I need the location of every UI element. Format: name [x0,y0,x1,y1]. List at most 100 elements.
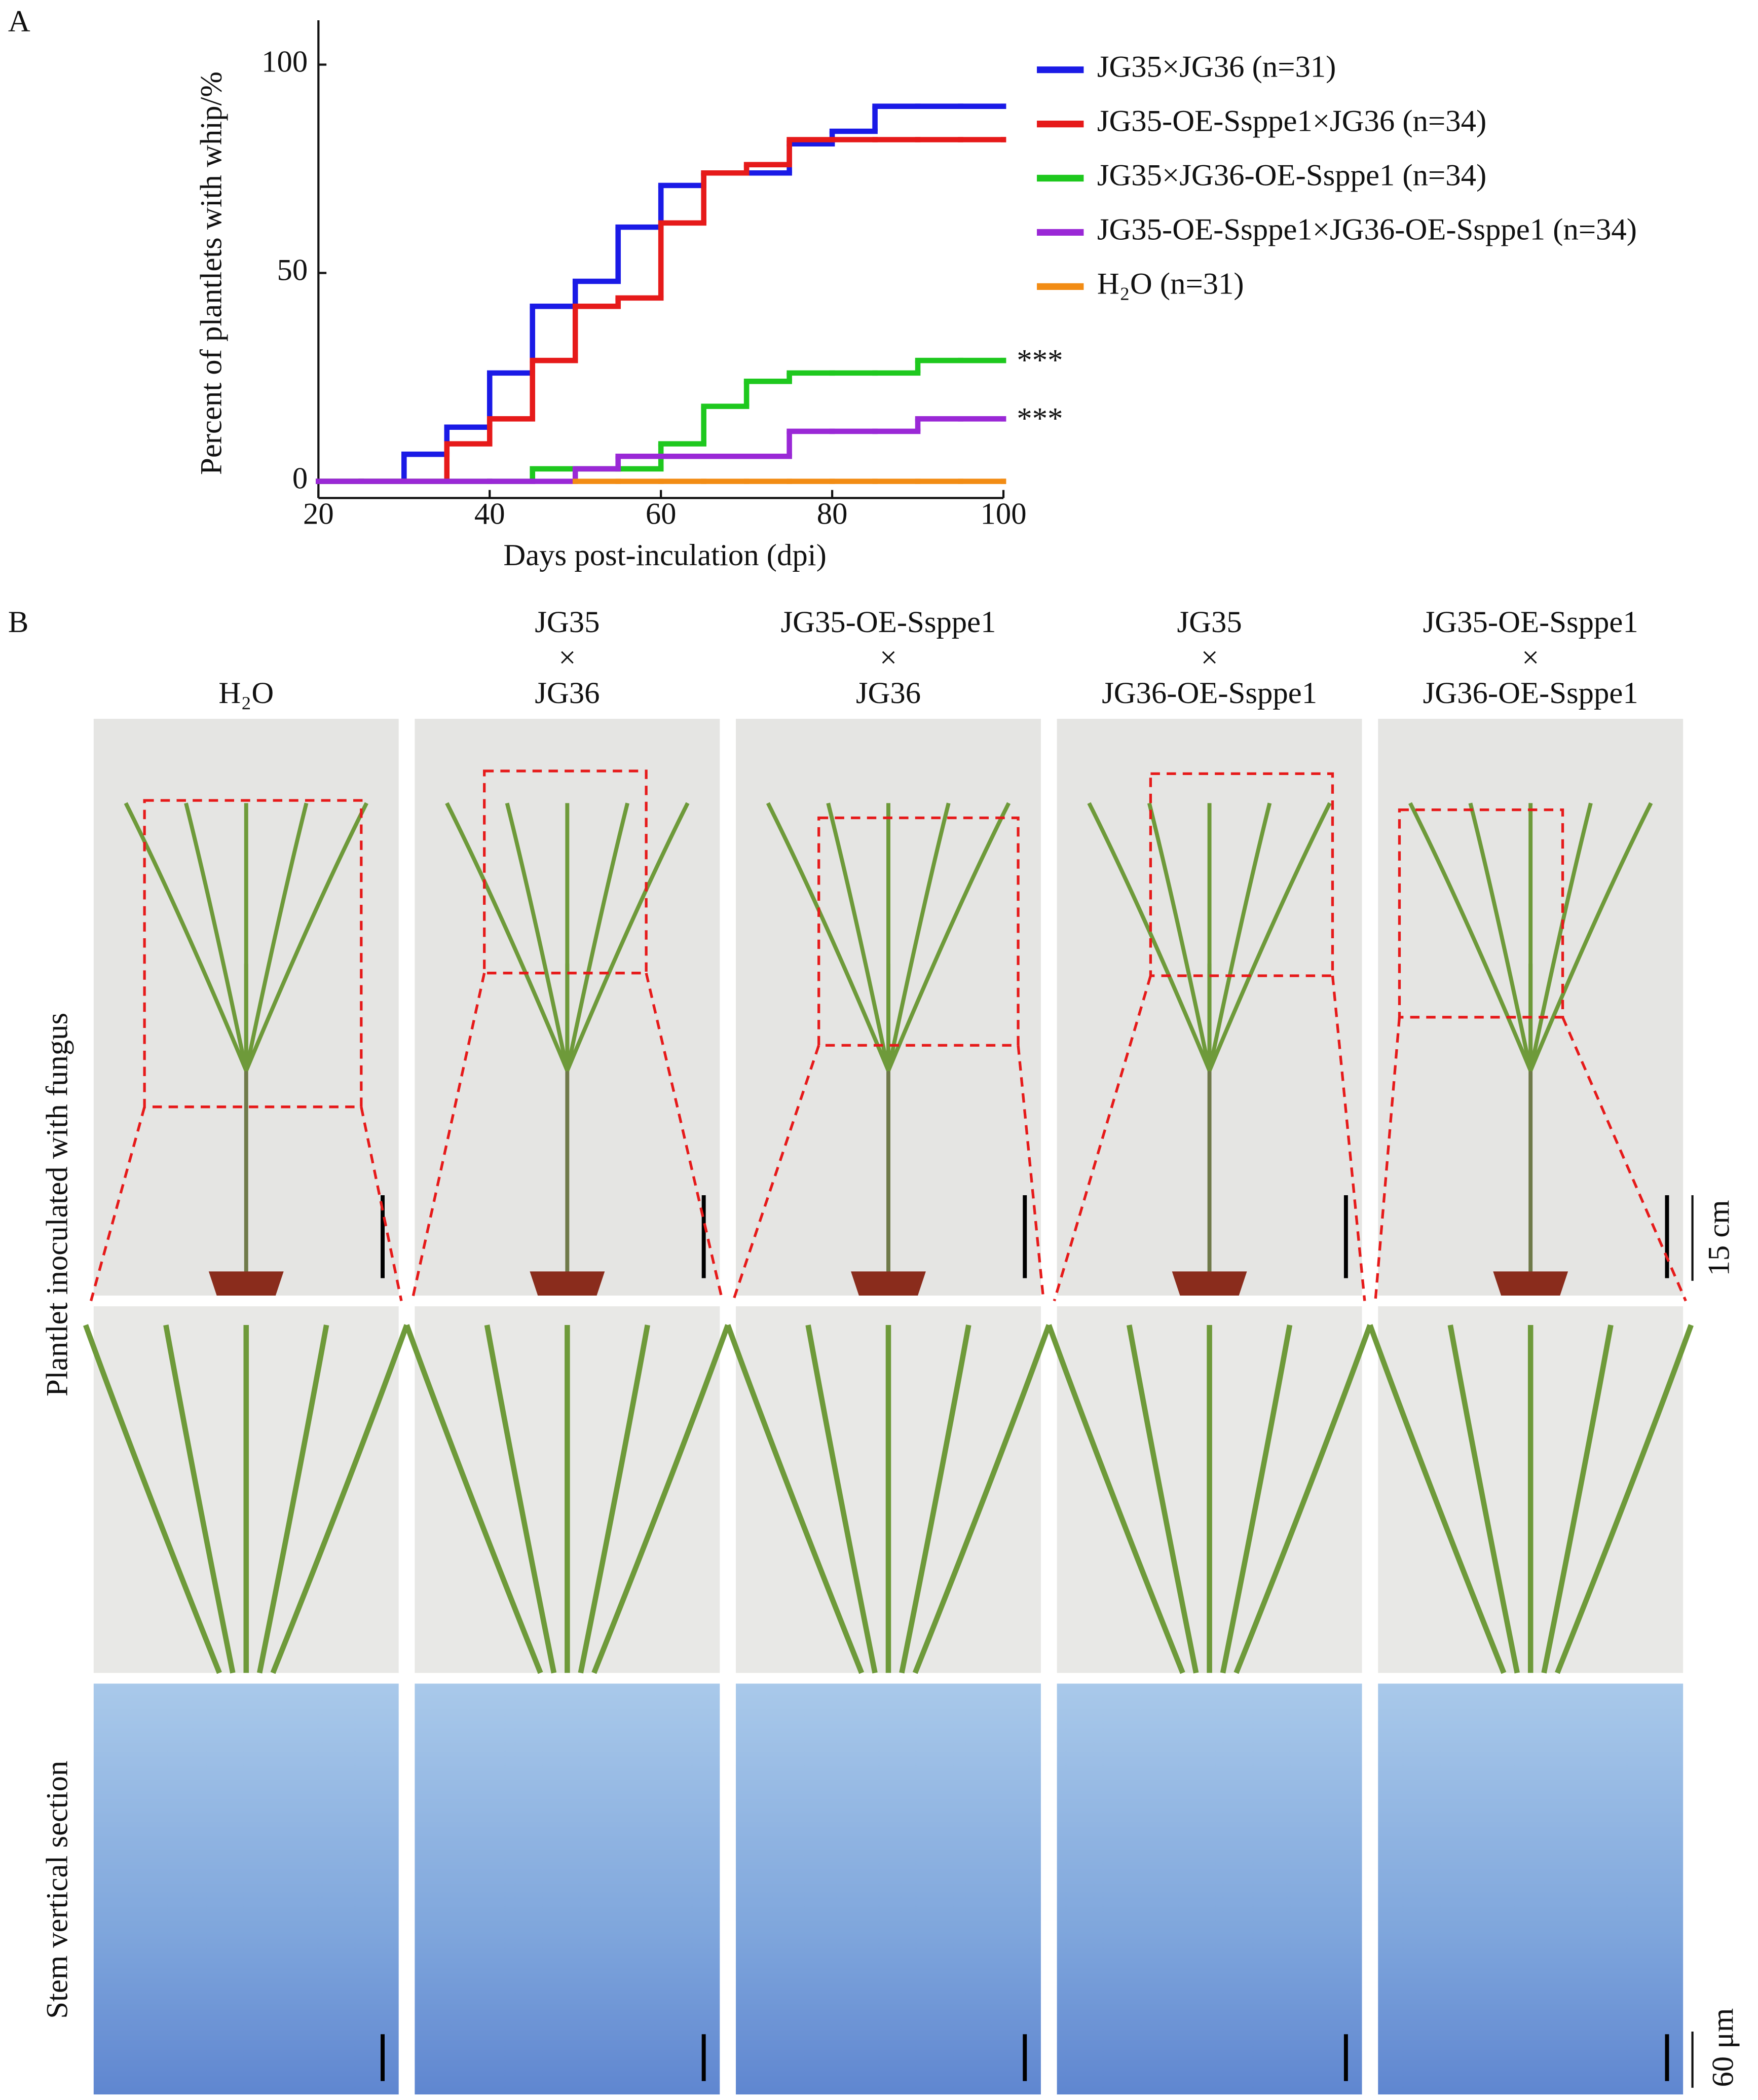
plant-leaf [1220,1324,1293,1674]
row-label: Plantlet inoculated with fungus [41,1013,74,1396]
stained-section-photo [415,1683,720,2095]
zoom-line [1017,1045,1045,1301]
plant-leaf [404,1324,543,1674]
plant-leaf [1046,1324,1185,1674]
plant-leaf [886,802,1011,1072]
plant-leaf [565,802,630,1072]
zoom-line [1331,975,1366,1301]
stained-section-photo [93,1683,399,2095]
plant-pot [208,1271,284,1296]
x-axis-label: Days post-inculation (dpi) [503,538,826,572]
plant-leaf [1367,1324,1507,1674]
column-header: JG35-OE-Ssppe1 [780,605,996,639]
panel-label: A [8,5,30,39]
plant-leaf [484,1324,557,1674]
y-tick-label: 100 [261,45,308,79]
plant-leaf [184,802,248,1072]
plant-leaf [163,1324,236,1674]
plant-leaf [124,802,248,1072]
zoom-box [483,769,648,975]
legend-label: JG35×JG36-OE-Ssppe1 (n=34) [1097,158,1486,192]
plant-leaf [1207,802,1272,1072]
zoom-line [89,1106,146,1302]
x-tick-label: 60 [646,497,677,531]
legend-label: H₂O (n=31) [1097,267,1244,301]
zoom-line [360,1107,403,1302]
column-header: JG36 [856,676,921,710]
zoom-box [1398,808,1564,1019]
x-tick-label: 20 [303,497,334,531]
plant-leaf [899,1324,971,1674]
plant-leaf [565,802,690,1072]
plant-leaf [1207,802,1332,1072]
column-header: × [1201,641,1218,675]
column-header: × [558,641,576,675]
column-header: JG36-OE-Ssppe1 [1423,676,1638,710]
plant-pot [1493,1271,1568,1296]
stained-section-photo [1378,1683,1684,2095]
y-tick-label: 50 [277,253,308,287]
row-label: Stem vertical section [41,1761,74,2019]
plant-leaf [912,1324,1052,1674]
stained-section-photo [736,1683,1041,2095]
plant-leaf [591,1324,731,1674]
column-header: JG35 [535,605,600,639]
plant-pot [1172,1271,1247,1296]
legend-label: JG35×JG36 (n=31) [1097,50,1336,84]
column-header: × [880,641,897,675]
plant-leaf [1147,802,1212,1072]
y-tick-label: 0 [292,462,308,496]
plant-leaf [445,802,570,1072]
zoom-box [817,816,1020,1047]
column-header: JG35-OE-Ssppe1 [1423,605,1638,639]
plant-leaf [1555,1324,1694,1674]
stained-section-photo [1057,1683,1362,2095]
zoom-line [645,973,724,1302]
plant-leaf [83,1324,222,1674]
plant-leaf [270,1324,409,1674]
column-header: × [1522,641,1539,675]
scale-bar-label: 60 μm [1706,2008,1740,2087]
zoom-line [1561,1016,1687,1302]
plant-leaf [244,802,368,1072]
plant-pot [530,1271,605,1296]
plant-leaf [1447,1324,1520,1674]
plant-leaf [886,802,951,1072]
plant-leaf [826,802,890,1072]
significance-label: *** [1017,343,1063,377]
plant-leaf [244,802,309,1072]
x-tick-label: 100 [980,497,1026,531]
column-header: JG35 [1177,605,1242,639]
zoom-line [732,1045,820,1302]
plant-leaf [1233,1324,1373,1674]
x-tick-label: 40 [474,497,505,531]
x-tick-label: 80 [817,497,848,531]
panel-label: B [8,605,29,639]
significance-label: *** [1017,402,1063,436]
plant-leaf [1528,802,1653,1072]
plant-pot [851,1271,926,1296]
plant-leaf [1126,1324,1199,1674]
legend-label: JG35-OE-Ssppe1×JG36 (n=34) [1097,104,1486,138]
plant-leaf [725,1324,865,1674]
scale-bar-label: 15 cm [1702,1200,1736,1276]
y-axis-label: Percent of plantlets with whip/% [194,71,228,475]
zoom-box [143,799,363,1109]
plant-leaf [805,1324,878,1674]
column-header: H₂O [218,676,274,710]
plant-leaf [1468,802,1533,1072]
plant-leaf [1087,802,1212,1072]
plant-leaf [1408,802,1532,1072]
column-header: JG36 [535,676,600,710]
column-header: JG36-OE-Ssppe1 [1102,676,1317,710]
zoom-line [410,973,486,1302]
plant-leaf [256,1324,329,1674]
plant-leaf [505,802,570,1072]
zoom-box [1149,772,1334,977]
plant-leaf [766,802,890,1072]
legend-label: JG35-OE-Ssppe1×JG36-OE-Ssppe1 (n=34) [1097,212,1637,246]
plant-leaf [1541,1324,1614,1674]
zoom-line [1053,975,1152,1302]
